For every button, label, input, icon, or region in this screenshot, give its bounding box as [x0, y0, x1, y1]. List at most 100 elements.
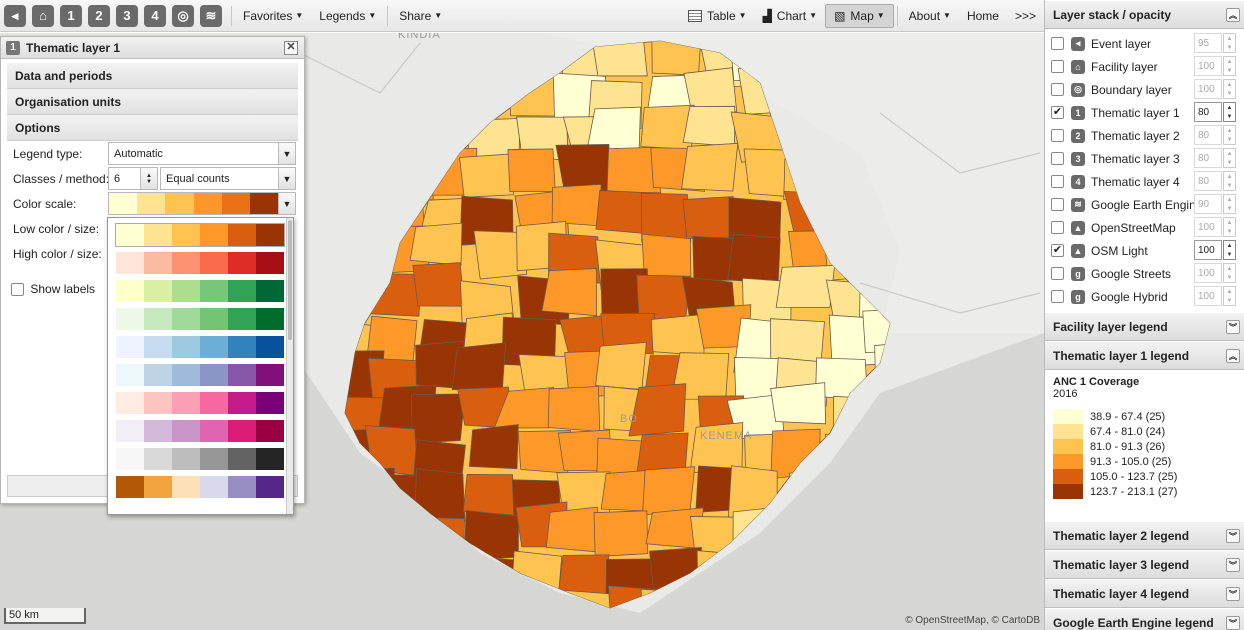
facility-legend-header[interactable]: Facility layer legend ︾: [1045, 312, 1244, 341]
opacity-stepper[interactable]: ▲ ▼: [1223, 194, 1236, 214]
layer-stack-header[interactable]: Layer stack / opacity ︽: [1045, 0, 1244, 29]
opacity-stepper[interactable]: ▲ ▼: [1223, 171, 1236, 191]
expand-icon[interactable]: ︾: [1226, 320, 1240, 334]
palette-swatch: [144, 364, 172, 386]
palette-option[interactable]: [115, 223, 285, 247]
thematic-2-icon[interactable]: 2: [88, 4, 110, 27]
classes-stepper[interactable]: 6 ▲ ▼: [108, 167, 158, 190]
palette-option[interactable]: [116, 336, 284, 358]
district-polygon: [551, 183, 602, 227]
opacity-stepper[interactable]: ▲ ▼: [1223, 102, 1236, 122]
home-link[interactable]: Home: [966, 8, 999, 23]
chevron-down-icon[interactable]: ▼: [278, 168, 295, 189]
palette-option[interactable]: [116, 308, 284, 330]
section-data-and-periods[interactable]: Data and periods: [7, 63, 298, 89]
opacity-input[interactable]: 100: [1194, 240, 1222, 260]
event-layer-icon[interactable]: ◂: [4, 4, 26, 27]
thematic-1-icon[interactable]: 1: [60, 4, 82, 27]
layer-checkbox[interactable]: [1051, 129, 1064, 142]
expand-button[interactable]: >>>: [1014, 8, 1036, 23]
close-icon[interactable]: ✕: [284, 41, 298, 55]
opacity-stepper[interactable]: ▲ ▼: [1223, 148, 1236, 168]
layer-checkbox[interactable]: [1051, 83, 1064, 96]
opacity-input[interactable]: 80: [1194, 102, 1222, 122]
stepper-arrows-icon[interactable]: ▲ ▼: [140, 168, 157, 189]
facility-layer-icon[interactable]: ⌂: [32, 4, 54, 27]
section-options[interactable]: Options: [7, 115, 298, 141]
boundary-layer-icon[interactable]: ◎: [172, 4, 194, 27]
about-menu[interactable]: About ▼: [908, 8, 951, 23]
palette-option[interactable]: [116, 476, 284, 498]
opacity-stepper[interactable]: ▲ ▼: [1223, 56, 1236, 76]
map-canvas[interactable]: KINDIA BO KENEMA 50 km © OpenStreetMap, …: [0, 33, 1044, 630]
thematic1-legend-header[interactable]: Thematic layer 1 legend ︽: [1045, 341, 1244, 370]
layer-checkbox[interactable]: [1051, 290, 1064, 303]
thematic-3-icon[interactable]: 3: [116, 4, 138, 27]
opacity-stepper[interactable]: ▲ ▼: [1223, 33, 1236, 53]
palette-option[interactable]: [116, 364, 284, 386]
legends-menu[interactable]: Legends ▼: [319, 8, 377, 23]
earth-engine-icon[interactable]: ≋: [200, 4, 222, 27]
layer-checkbox[interactable]: [1051, 60, 1064, 73]
layer-name: Event layer: [1091, 36, 1152, 51]
layer-checkbox[interactable]: [1051, 152, 1064, 165]
layer-checkbox[interactable]: [1051, 221, 1064, 234]
layer-icon: g: [1071, 289, 1085, 304]
map-menu[interactable]: ▧ Map ▼: [825, 3, 894, 28]
color-scale-dropdown[interactable]: [107, 217, 294, 515]
opacity-input[interactable]: 90: [1194, 194, 1222, 214]
layer-checkbox[interactable]: [1051, 37, 1064, 50]
opacity-input[interactable]: 95: [1194, 33, 1222, 53]
legend-type-select[interactable]: Automatic ▼: [108, 142, 296, 165]
share-menu[interactable]: Share ▼: [399, 8, 443, 23]
chevron-down-icon[interactable]: ▼: [278, 193, 295, 214]
layer-checkbox[interactable]: [1051, 175, 1064, 188]
favorites-menu[interactable]: Favorites ▼: [243, 8, 304, 23]
collapse-icon[interactable]: ︽: [1226, 8, 1240, 22]
opacity-stepper[interactable]: ▲ ▼: [1223, 240, 1236, 260]
district-polygon: [606, 146, 662, 194]
dropdown-scrollbar[interactable]: [286, 218, 293, 514]
opacity-input[interactable]: 100: [1194, 79, 1222, 99]
palette-option[interactable]: [116, 392, 284, 414]
opacity-input[interactable]: 100: [1194, 286, 1222, 306]
chart-menu[interactable]: ▟ Chart ▼: [762, 8, 818, 23]
expand-icon[interactable]: ︾: [1226, 616, 1240, 630]
show-labels-checkbox[interactable]: [11, 283, 24, 297]
layer-checkbox[interactable]: ✔: [1051, 106, 1064, 119]
district-polygon: [380, 151, 434, 201]
collapse-icon[interactable]: ︽: [1226, 349, 1240, 363]
opacity-input[interactable]: 100: [1194, 56, 1222, 76]
layer-checkbox[interactable]: [1051, 198, 1064, 211]
gee-legend-header[interactable]: Google Earth Engine legend ︾: [1045, 608, 1244, 630]
opacity-stepper[interactable]: ▲ ▼: [1223, 286, 1236, 306]
show-labels-row[interactable]: Show labels: [11, 282, 95, 297]
opacity-stepper[interactable]: ▲ ▼: [1223, 125, 1236, 145]
expand-icon[interactable]: ︾: [1226, 529, 1240, 543]
section-organisation-units[interactable]: Organisation units: [7, 89, 298, 115]
expand-icon[interactable]: ︾: [1226, 558, 1240, 572]
opacity-input[interactable]: 80: [1194, 148, 1222, 168]
layer-checkbox[interactable]: [1051, 267, 1064, 280]
opacity-stepper[interactable]: ▲ ▼: [1223, 263, 1236, 283]
palette-option[interactable]: [116, 420, 284, 442]
palette-option[interactable]: [116, 448, 284, 470]
palette-option[interactable]: [116, 280, 284, 302]
chevron-down-icon[interactable]: ▼: [278, 143, 295, 164]
opacity-input[interactable]: 100: [1194, 217, 1222, 237]
thematic3-legend-header[interactable]: Thematic layer 3 legend ︾: [1045, 550, 1244, 579]
opacity-input[interactable]: 80: [1194, 125, 1222, 145]
expand-icon[interactable]: ︾: [1226, 587, 1240, 601]
table-menu[interactable]: Table ▼: [680, 0, 755, 32]
method-select[interactable]: Equal counts ▼: [160, 167, 296, 190]
palette-option[interactable]: [116, 252, 284, 274]
opacity-stepper[interactable]: ▲ ▼: [1223, 217, 1236, 237]
opacity-input[interactable]: 80: [1194, 171, 1222, 191]
opacity-stepper[interactable]: ▲ ▼: [1223, 79, 1236, 99]
opacity-input[interactable]: 100: [1194, 263, 1222, 283]
color-scale-select[interactable]: ▼: [108, 192, 296, 215]
thematic2-legend-header[interactable]: Thematic layer 2 legend ︾: [1045, 521, 1244, 550]
layer-checkbox[interactable]: ✔: [1051, 244, 1064, 257]
thematic-4-icon[interactable]: 4: [144, 4, 166, 27]
thematic4-legend-header[interactable]: Thematic layer 4 legend ︾: [1045, 579, 1244, 608]
